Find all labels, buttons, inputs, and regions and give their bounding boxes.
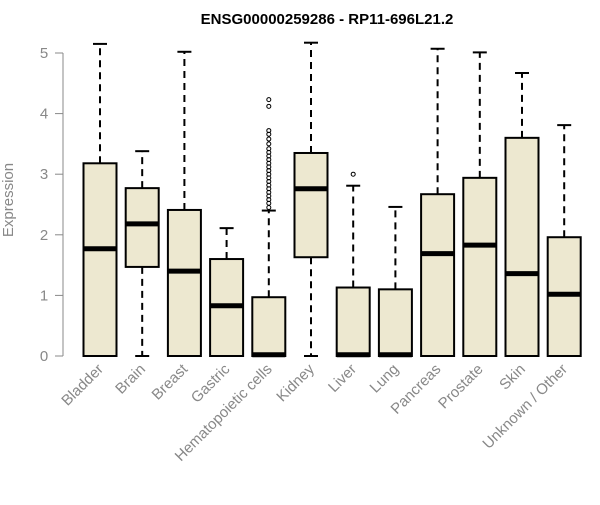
box-iqr [504,136,540,357]
outlier-point [350,171,356,177]
box-kidney [293,41,329,357]
x-tick-label: Lung [367,361,403,397]
box-brain [124,150,160,357]
y-axis: 0 1 2 3 4 5 [40,45,64,365]
box-iqr [335,286,371,357]
x-tick-label: Kidney [273,360,318,405]
y-axis-label: Expression [0,163,17,237]
outlier-point [266,103,272,109]
box-iqr [82,162,118,357]
box-skin [504,71,540,357]
box-pancreas [420,47,456,357]
outlier-point [266,136,272,142]
y-tick-label: 1 [40,287,48,304]
box-iqr [124,187,160,268]
x-tick-label: Prostate [435,361,487,413]
outlier-point [266,141,272,147]
box-gastric [209,227,245,358]
outlier-point [266,205,272,211]
box-hematopoietic-cells [251,97,287,358]
box-prostate [462,51,498,357]
box-iqr [293,151,329,259]
box-iqr [462,176,498,357]
y-tick-label: 3 [40,166,48,183]
box-liver [335,171,371,358]
x-tick-label: Bladder [58,361,107,410]
box-iqr [420,193,456,357]
outlier-point [266,97,272,103]
chart-title: ENSG00000259286 - RP11-696L21.2 [201,11,454,28]
boxes-group [82,41,582,358]
y-tick-label: 2 [40,227,48,244]
box-iqr [251,296,287,357]
x-tick-label: Liver [325,361,360,396]
box-iqr [377,288,413,357]
box-breast [166,50,202,357]
box-bladder [82,42,118,357]
y-tick-label: 5 [40,45,48,62]
y-tick-label: 4 [40,106,48,123]
x-tick-label: Breast [149,360,192,403]
x-tick-label: Brain [112,361,149,398]
y-tick-label: 0 [40,348,48,365]
box-lung [377,205,413,358]
outlier-point [266,128,272,134]
box-iqr [166,208,202,357]
box-unknown-other [546,124,582,357]
x-tick-label: Skin [496,361,529,394]
outlier-point [266,146,272,152]
